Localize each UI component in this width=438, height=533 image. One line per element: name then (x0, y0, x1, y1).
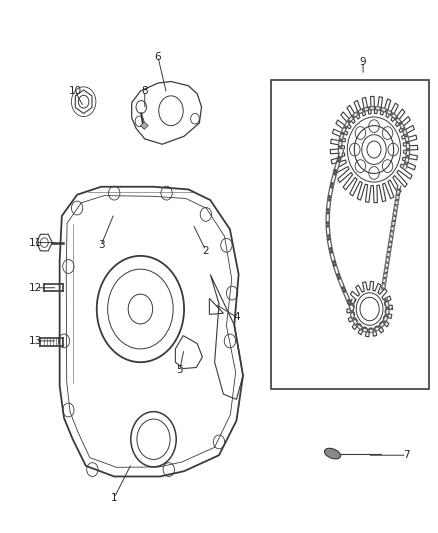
Text: 7: 7 (403, 450, 410, 460)
Text: 4: 4 (233, 312, 240, 322)
Text: 2: 2 (203, 246, 209, 255)
Text: 11: 11 (29, 238, 42, 247)
Text: 12: 12 (29, 283, 42, 293)
Text: 8: 8 (141, 86, 148, 96)
Ellipse shape (325, 448, 341, 459)
Text: 6: 6 (155, 52, 161, 61)
Polygon shape (141, 122, 148, 130)
Text: 1: 1 (111, 492, 117, 503)
Bar (272, 80, 428, 389)
Text: 5: 5 (177, 365, 183, 375)
Text: 10: 10 (68, 86, 81, 96)
Text: 9: 9 (360, 57, 367, 67)
Text: 3: 3 (98, 240, 104, 250)
Text: 13: 13 (29, 336, 42, 346)
